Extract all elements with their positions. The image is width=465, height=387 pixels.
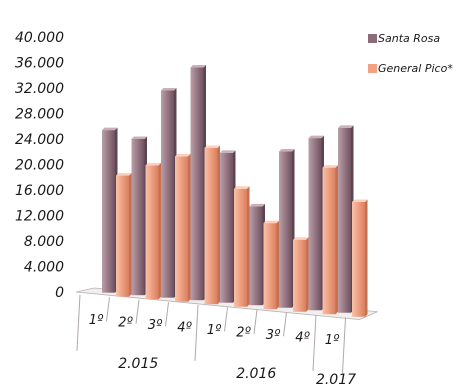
bar-top-santa-rosa-5 <box>249 203 265 207</box>
y-tick-label: 40.000 <box>15 30 64 46</box>
legend-label: General Pico* <box>378 62 453 75</box>
x-category-label: 4º <box>295 331 309 346</box>
bar-santa-rosa-1 <box>131 139 145 296</box>
y-tick-label: 16.000 <box>15 183 64 199</box>
bar-top-santa-rosa-4 <box>220 150 236 153</box>
bar-top-general-pico--7 <box>322 165 338 168</box>
bar-top-santa-rosa-2 <box>161 88 177 91</box>
legend: Santa Rosa General Pico* <box>368 32 453 75</box>
bar-top-general-pico--6 <box>293 237 309 240</box>
y-tick-label: 0 <box>55 285 64 301</box>
y-tick-label: 28.000 <box>15 107 64 123</box>
bar-santa-rosa-0 <box>102 130 115 293</box>
bar-general-pico--1 <box>145 165 159 300</box>
bar-side-general-pico--2 <box>188 153 191 302</box>
x-axis-separator <box>106 297 110 322</box>
x-category-label: 1º <box>89 313 103 328</box>
x-axis-separator <box>342 317 346 374</box>
bar-top-santa-rosa-7 <box>308 135 324 139</box>
x-category-label: 3º <box>148 318 162 333</box>
bar-side-general-pico--6 <box>306 237 309 312</box>
bars <box>102 65 368 317</box>
bar-top-general-pico--8 <box>352 199 368 202</box>
bar-top-general-pico--0 <box>116 173 132 176</box>
x-axis: 1º 2º 3º 4º 1º 2º 3º 4º 1º 2.015 2.016 2.017 <box>76 294 356 387</box>
bar-side-general-pico--0 <box>129 173 132 297</box>
bar-general-pico--7 <box>322 167 336 315</box>
bar-top-santa-rosa-8 <box>338 125 354 128</box>
x-group-label: 2.017 <box>316 372 356 387</box>
bar-top-santa-rosa-1 <box>131 136 147 139</box>
bar-top-santa-rosa-6 <box>279 149 295 152</box>
x-axis-separator <box>312 314 317 371</box>
bar-santa-rosa-5 <box>249 206 263 306</box>
bar-general-pico--2 <box>175 156 188 302</box>
bar-santa-rosa-4 <box>220 152 233 303</box>
y-tick-label: 12.000 <box>15 209 64 225</box>
legend-label: Santa Rosa <box>378 32 440 45</box>
bar-general-pico--3 <box>204 148 218 305</box>
y-tick-label: 32.000 <box>15 81 64 97</box>
bar-top-general-pico--4 <box>234 186 250 189</box>
y-axis-ticks: 0 4.000 8.000 12.000 16.000 20.000 24.000 28.00… <box>15 30 64 301</box>
bar-top-santa-rosa-0 <box>102 127 118 131</box>
bar-side-general-pico--7 <box>335 165 338 315</box>
bar-general-pico--6 <box>293 239 306 312</box>
y-tick-label: 8.000 <box>24 234 64 250</box>
y-tick-label: 36.000 <box>15 56 64 72</box>
bar-top-general-pico--2 <box>175 153 191 157</box>
bar-general-pico--0 <box>116 175 129 297</box>
x-axis-separator <box>135 299 140 324</box>
y-tick-label: 24.000 <box>15 132 64 148</box>
bar-santa-rosa-6 <box>279 151 292 308</box>
x-category-label: 4º <box>177 321 191 336</box>
x-axis-separator <box>165 302 169 327</box>
x-category-label: 3º <box>266 328 280 343</box>
x-axis-separator <box>194 304 199 361</box>
bar-santa-rosa-7 <box>308 138 322 311</box>
x-axis-separator <box>224 307 228 332</box>
x-axis-separator <box>76 294 81 351</box>
x-category-label: 2º <box>118 316 132 331</box>
legend-swatch <box>368 34 377 43</box>
y-tick-label: 20.000 <box>15 158 64 174</box>
bar-top-santa-rosa-3 <box>190 65 206 68</box>
bar-santa-rosa-3 <box>190 67 204 301</box>
y-tick-label: 4.000 <box>24 260 64 276</box>
bar-top-general-pico--1 <box>145 162 161 166</box>
bar-side-general-pico--8 <box>365 199 368 317</box>
bar-general-pico--4 <box>234 188 247 307</box>
x-category-label: 1º <box>325 333 339 348</box>
legend-swatch <box>368 64 377 73</box>
x-axis-separator <box>253 309 258 334</box>
bar-general-pico--5 <box>263 223 277 310</box>
x-group-label: 2.015 <box>118 356 158 372</box>
bar-santa-rosa-2 <box>161 90 174 298</box>
x-category-label: 2º <box>236 326 250 341</box>
x-group-label: 2.016 <box>236 366 276 382</box>
bar-side-general-pico--3 <box>217 145 220 305</box>
bar-general-pico--8 <box>352 201 365 317</box>
bar-top-general-pico--5 <box>263 220 279 224</box>
bar-santa-rosa-8 <box>338 127 351 313</box>
bar-side-general-pico--1 <box>158 162 161 300</box>
bar-side-general-pico--5 <box>276 220 279 310</box>
x-axis-separator <box>283 312 287 337</box>
bar-top-general-pico--3 <box>204 145 220 149</box>
x-category-label: 1º <box>207 323 221 338</box>
bar-side-general-pico--4 <box>247 186 250 307</box>
